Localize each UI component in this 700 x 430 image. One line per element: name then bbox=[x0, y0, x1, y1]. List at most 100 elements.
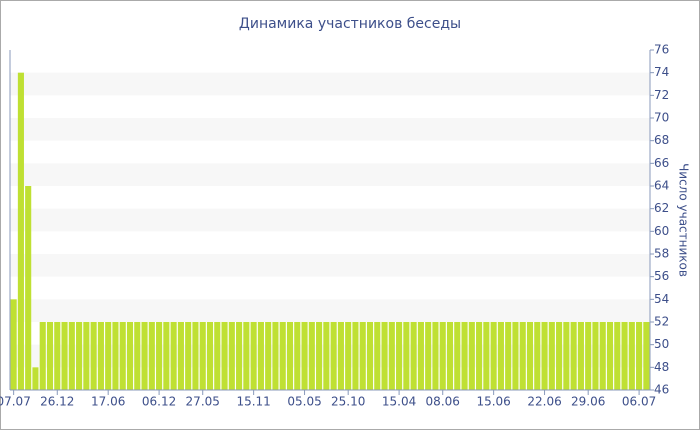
bar bbox=[599, 322, 606, 390]
bar bbox=[250, 322, 257, 390]
grid-band bbox=[10, 118, 650, 141]
bar bbox=[156, 322, 163, 390]
bar bbox=[570, 322, 577, 390]
x-tick-label: 22.06 bbox=[527, 395, 561, 409]
bar bbox=[526, 322, 534, 390]
bar bbox=[330, 322, 337, 390]
bar bbox=[425, 322, 432, 390]
bar bbox=[90, 322, 97, 390]
grid-band bbox=[10, 163, 650, 186]
x-tick-label: 27.05 bbox=[186, 395, 220, 409]
bar bbox=[366, 322, 374, 390]
bar bbox=[163, 322, 170, 390]
y-axis-label: Число участников bbox=[677, 163, 691, 277]
bar bbox=[25, 186, 32, 390]
bar bbox=[148, 322, 155, 390]
bar bbox=[308, 322, 315, 390]
y-tick-label: 48 bbox=[654, 360, 669, 374]
bar bbox=[32, 367, 39, 390]
bar bbox=[185, 322, 192, 390]
bar bbox=[505, 322, 512, 390]
bar bbox=[548, 322, 555, 390]
grid-band bbox=[10, 299, 650, 322]
bar bbox=[272, 322, 279, 390]
bar bbox=[592, 322, 599, 390]
bar bbox=[556, 322, 563, 390]
bar bbox=[228, 322, 235, 390]
bar bbox=[214, 322, 221, 390]
bar bbox=[316, 322, 323, 390]
y-tick-label: 64 bbox=[654, 179, 669, 193]
bar bbox=[490, 322, 497, 390]
y-tick-label: 76 bbox=[654, 43, 669, 57]
bar bbox=[39, 322, 46, 390]
bar bbox=[105, 322, 112, 390]
y-tick-label: 50 bbox=[654, 337, 669, 351]
bar bbox=[534, 322, 541, 390]
bar bbox=[636, 322, 643, 390]
bar bbox=[337, 322, 344, 390]
bar bbox=[359, 322, 366, 390]
x-tick-label: 07.07 bbox=[0, 395, 31, 409]
bar bbox=[17, 72, 24, 391]
bar bbox=[170, 322, 177, 390]
bar bbox=[10, 299, 17, 390]
bar bbox=[417, 322, 424, 390]
bar bbox=[446, 322, 454, 390]
bar bbox=[257, 322, 264, 390]
bar bbox=[236, 322, 243, 390]
bar bbox=[585, 322, 592, 390]
y-tick-label: 54 bbox=[654, 292, 669, 306]
bar bbox=[54, 322, 61, 390]
bar bbox=[403, 322, 410, 390]
bar bbox=[192, 322, 199, 390]
bar bbox=[519, 322, 526, 390]
bar bbox=[46, 322, 54, 390]
bar bbox=[374, 322, 381, 390]
bar bbox=[606, 322, 614, 390]
bar bbox=[643, 322, 650, 390]
bar bbox=[97, 322, 104, 390]
bar bbox=[497, 322, 504, 390]
bar bbox=[301, 322, 308, 390]
y-tick-label: 52 bbox=[654, 315, 669, 329]
bar bbox=[345, 322, 352, 390]
bar bbox=[323, 322, 330, 390]
bar bbox=[512, 322, 519, 390]
y-tick-label: 62 bbox=[654, 201, 669, 215]
x-tick-label: 06.07 bbox=[622, 395, 656, 409]
bar bbox=[76, 322, 83, 390]
bar bbox=[614, 322, 621, 390]
x-tick-label: 15.06 bbox=[476, 395, 510, 409]
x-tick-label: 08.06 bbox=[426, 395, 460, 409]
x-tick-label: 17.06 bbox=[91, 395, 125, 409]
y-tick-label: 60 bbox=[654, 224, 669, 238]
bar bbox=[286, 322, 294, 390]
bar bbox=[468, 322, 475, 390]
bar bbox=[410, 322, 417, 390]
bar bbox=[541, 322, 548, 390]
bar bbox=[126, 322, 134, 390]
y-tick-label: 70 bbox=[654, 111, 669, 125]
bar bbox=[432, 322, 439, 390]
bar bbox=[621, 322, 628, 390]
bar bbox=[476, 322, 483, 390]
x-tick-label: 05.05 bbox=[287, 395, 321, 409]
bar bbox=[483, 322, 490, 390]
bar bbox=[628, 322, 635, 390]
y-tick-label: 68 bbox=[654, 133, 669, 147]
x-tick-label: 26.12 bbox=[40, 395, 74, 409]
bar bbox=[352, 322, 359, 390]
bar bbox=[381, 322, 388, 390]
x-tick-label: 06.12 bbox=[142, 395, 176, 409]
bar bbox=[199, 322, 206, 390]
bar bbox=[396, 322, 403, 390]
x-tick-label: 29.06 bbox=[571, 395, 605, 409]
bar bbox=[294, 322, 301, 390]
bar bbox=[177, 322, 184, 390]
grid-band bbox=[10, 72, 650, 96]
grid-band bbox=[10, 208, 650, 232]
bar bbox=[563, 322, 570, 390]
y-tick-label: 58 bbox=[654, 247, 669, 261]
